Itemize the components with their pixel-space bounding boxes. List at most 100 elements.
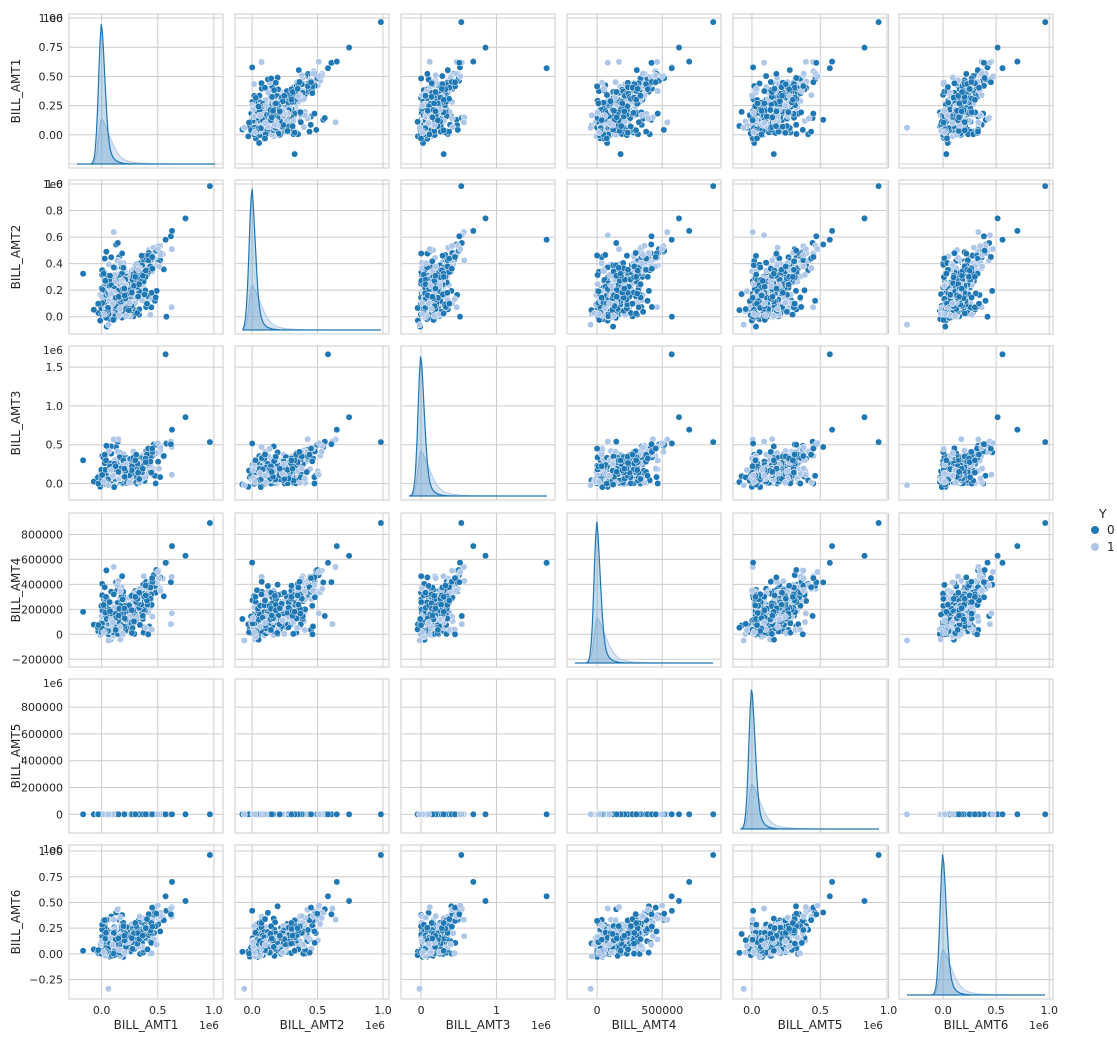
data-point — [454, 126, 462, 134]
data-point — [120, 285, 128, 293]
data-point — [974, 128, 982, 136]
data-point — [749, 63, 757, 71]
data-point — [154, 245, 162, 253]
data-point — [109, 316, 117, 324]
data-point — [981, 74, 989, 82]
data-point — [94, 300, 102, 308]
panel-frame — [68, 13, 224, 169]
data-point — [455, 232, 463, 240]
data-point — [417, 250, 425, 257]
data-point — [647, 241, 655, 248]
data-point — [284, 127, 291, 135]
data-point — [438, 85, 446, 93]
data-point — [311, 110, 318, 118]
data-point — [148, 289, 156, 297]
data-point — [635, 118, 643, 126]
data-point — [978, 91, 986, 99]
data-point — [261, 84, 269, 92]
data-point — [261, 119, 269, 127]
data-point — [760, 87, 768, 95]
data-point — [133, 309, 141, 317]
data-point — [431, 272, 439, 280]
panel-BILL_AMT2-vs-BILL_AMT4 — [566, 179, 722, 335]
data-point — [971, 96, 979, 104]
data-point — [760, 119, 768, 127]
data-point — [135, 266, 142, 274]
data-point — [102, 248, 110, 256]
data-point — [280, 92, 288, 100]
data-point — [182, 214, 189, 222]
data-point — [985, 115, 993, 122]
data-point — [668, 64, 676, 72]
data-point — [268, 93, 276, 101]
data-point — [107, 253, 115, 261]
data-point — [826, 64, 834, 72]
data-point — [104, 321, 112, 329]
data-point — [114, 239, 122, 247]
data-point — [648, 59, 655, 67]
data-point — [109, 300, 117, 307]
data-point — [432, 71, 440, 79]
data-point — [333, 58, 341, 66]
data-point — [967, 78, 975, 86]
data-point — [1013, 58, 1021, 66]
kde-curve-0 — [77, 24, 215, 165]
data-point — [128, 289, 136, 297]
data-point — [162, 313, 170, 321]
data-point — [448, 242, 456, 250]
data-point — [443, 289, 451, 297]
data-point — [451, 295, 459, 303]
data-point — [633, 66, 641, 74]
data-point — [958, 88, 966, 96]
data-point — [600, 85, 608, 93]
data-point — [272, 99, 280, 107]
data-point — [307, 78, 315, 86]
data-point — [294, 93, 302, 100]
data-point — [141, 291, 149, 298]
data-point — [417, 134, 425, 142]
data-point — [754, 99, 762, 107]
data-point — [652, 78, 660, 86]
panel-frame — [234, 13, 390, 169]
data-point — [772, 122, 780, 130]
data-point — [100, 310, 108, 318]
data-point — [799, 126, 807, 134]
data-point — [115, 293, 122, 301]
data-point — [784, 108, 792, 116]
data-point — [430, 312, 438, 320]
data-point — [587, 124, 595, 132]
data-point — [168, 245, 176, 253]
data-point — [999, 64, 1006, 72]
data-point — [943, 134, 951, 142]
data-point — [770, 150, 778, 158]
data-point — [276, 107, 284, 115]
data-point — [255, 139, 263, 147]
data-point — [606, 119, 613, 127]
data-point — [297, 118, 305, 126]
data-point — [240, 124, 248, 132]
data-point — [419, 310, 427, 318]
data-point — [749, 116, 757, 124]
data-point — [294, 85, 302, 93]
data-point — [812, 59, 820, 67]
panel-BILL_AMT2-vs-BILL_AMT3 — [400, 179, 556, 335]
data-point — [416, 124, 424, 132]
data-point — [760, 59, 768, 67]
data-point — [456, 245, 464, 253]
data-point — [771, 85, 778, 93]
data-point — [779, 123, 787, 131]
data-point — [432, 107, 439, 115]
data-point — [438, 72, 446, 80]
data-point — [440, 309, 448, 317]
data-point — [251, 129, 259, 136]
data-point — [426, 245, 434, 253]
data-point — [630, 109, 638, 117]
data-point — [417, 75, 425, 82]
data-point — [101, 255, 109, 263]
data-point — [256, 112, 264, 120]
data-point — [767, 78, 775, 86]
data-point — [738, 108, 746, 116]
data-point — [604, 59, 612, 67]
data-point — [249, 105, 257, 113]
data-point — [425, 119, 433, 127]
